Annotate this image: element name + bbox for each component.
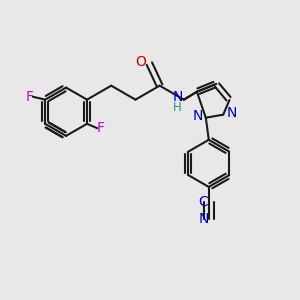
Text: F: F xyxy=(25,90,33,104)
Text: N: N xyxy=(198,212,209,226)
Text: N: N xyxy=(172,90,183,104)
Text: F: F xyxy=(97,121,105,135)
Text: N: N xyxy=(226,106,237,120)
Text: N: N xyxy=(192,109,203,123)
Text: H: H xyxy=(173,101,182,114)
Text: O: O xyxy=(136,55,147,69)
Text: C: C xyxy=(199,195,208,209)
